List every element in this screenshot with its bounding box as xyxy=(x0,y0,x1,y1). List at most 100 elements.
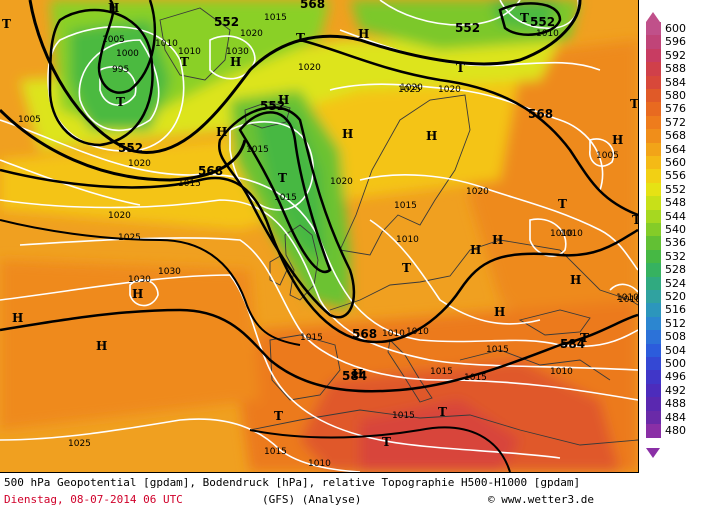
legend-item: 488 xyxy=(642,397,704,412)
forecast-date: Dienstag, 08-07-2014 06 UTC xyxy=(4,493,183,506)
legend-swatch xyxy=(646,397,661,412)
legend-label: 568 xyxy=(665,129,686,143)
isobar-label: 1020 xyxy=(400,83,423,93)
legend-label: 524 xyxy=(665,276,686,290)
isobar-labels: 1015 1020 1005 1000 995 1010 1010 1030 1… xyxy=(18,13,638,469)
isobar-label: 1010 xyxy=(550,367,573,377)
legend-swatch xyxy=(646,303,661,318)
legend-item: 540 xyxy=(642,223,704,237)
isobar-label: 1030 xyxy=(226,47,249,57)
legend-label: 540 xyxy=(665,223,686,236)
legend-item: 560 xyxy=(642,156,704,170)
geopotential-line xyxy=(0,168,638,344)
legend-item: 552 xyxy=(642,182,704,197)
geopotential-contours xyxy=(0,0,638,472)
legend-swatch xyxy=(646,263,661,278)
legend-label: 520 xyxy=(665,290,686,303)
legend-label: 536 xyxy=(665,236,686,250)
isobar-label: 1010 xyxy=(155,39,178,49)
pressure-center: H xyxy=(494,305,505,319)
legend-label: 572 xyxy=(665,115,686,129)
pressure-center: H xyxy=(230,55,241,69)
legend-swatch xyxy=(646,343,661,358)
legend-item: 536 xyxy=(642,236,704,251)
geopotential-line xyxy=(498,2,562,36)
geopotential-line xyxy=(238,111,332,274)
copyright: © www.wetter3.de xyxy=(488,493,594,506)
legend-item: 564 xyxy=(642,142,704,157)
isobar-label: 1015 xyxy=(178,179,201,189)
geopotential-line xyxy=(249,426,511,472)
isobar-label: 1020 xyxy=(298,63,321,73)
isobar-label: 1020 xyxy=(240,29,263,39)
pressure-center: T xyxy=(630,97,638,111)
geopotential-label: 552 xyxy=(455,21,480,35)
geopotential-label: 552 xyxy=(260,99,285,113)
isobar-label: 1010 xyxy=(382,329,405,339)
pressure-center: T xyxy=(456,61,465,75)
isobar-label: 1020 xyxy=(128,159,151,169)
legend-item: 568 xyxy=(642,129,704,144)
pressure-center: H xyxy=(108,1,119,15)
geopotential-line xyxy=(48,8,154,147)
isobar-line xyxy=(609,283,638,293)
legend-swatch xyxy=(646,156,661,170)
pressure-center: H xyxy=(12,311,23,325)
isobar-line xyxy=(0,418,361,472)
isobar-label: 1010 xyxy=(308,459,331,469)
legend-item: 492 xyxy=(642,383,704,398)
model-label: (GFS) (Analyse) xyxy=(262,493,362,506)
legend-swatch xyxy=(646,357,661,371)
legend-item: 544 xyxy=(642,209,704,224)
legend-label: 492 xyxy=(665,383,686,397)
isobar-label: 1005 xyxy=(18,115,41,125)
legend-swatch xyxy=(646,209,661,224)
isobar-label: 1015 xyxy=(264,447,287,457)
coast-continent xyxy=(329,239,638,311)
legend-swatch xyxy=(646,182,661,197)
legend-swatch xyxy=(646,249,661,264)
legend-label: 580 xyxy=(665,89,686,102)
geopotential-line xyxy=(217,106,356,319)
legend-item: 600 xyxy=(642,22,704,36)
pressure-center: T xyxy=(274,409,283,423)
legend-item: 548 xyxy=(642,196,704,211)
footer-info-line: Dienstag, 08-07-2014 06 UTC (GFS) (Analy… xyxy=(4,493,594,507)
legend-label: 504 xyxy=(665,343,686,357)
pressure-center: T xyxy=(180,55,189,69)
geopotential-label: 584 xyxy=(342,369,367,383)
geopotential-label: 552 xyxy=(530,15,555,29)
geopotential-labels: 552 552 552 552 552 568 568 568 584 584 … xyxy=(118,0,585,383)
pressure-center: T xyxy=(2,17,11,31)
isobar-line xyxy=(99,66,137,106)
pressure-center: H xyxy=(352,367,363,381)
isobar-label: 1010 xyxy=(618,295,638,305)
legend-swatch xyxy=(646,102,661,117)
isobar-label: 1005 xyxy=(102,35,125,45)
isobar-label: 1020 xyxy=(108,211,131,221)
legend-item: 592 xyxy=(642,48,704,63)
legend-bottom-arrow xyxy=(646,448,660,458)
isobar-line xyxy=(19,237,638,401)
legend-item: 576 xyxy=(642,102,704,117)
legend-item: 516 xyxy=(642,303,704,318)
pressure-center: H xyxy=(358,27,369,41)
legend-swatch xyxy=(646,89,661,103)
legend-label: 516 xyxy=(665,303,686,317)
isobar-label: 1010 xyxy=(616,293,638,303)
isobar-label: 1010 xyxy=(560,229,583,239)
legend-label: 564 xyxy=(665,142,686,156)
pressure-center: H xyxy=(426,129,437,143)
legend-swatch xyxy=(646,424,661,438)
legend-item: 572 xyxy=(642,115,704,130)
legend-item: 532 xyxy=(642,249,704,264)
geopotential-label: 568 xyxy=(352,327,377,341)
legend-swatch xyxy=(646,75,661,90)
legend-item: 480 xyxy=(642,424,704,438)
legend-label: 532 xyxy=(665,249,686,263)
pressure-center: H xyxy=(132,287,143,301)
isobars xyxy=(0,0,638,472)
legend-swatch xyxy=(646,169,661,184)
geopotential-label: 552 xyxy=(214,15,239,29)
legend-item: 584 xyxy=(642,75,704,90)
